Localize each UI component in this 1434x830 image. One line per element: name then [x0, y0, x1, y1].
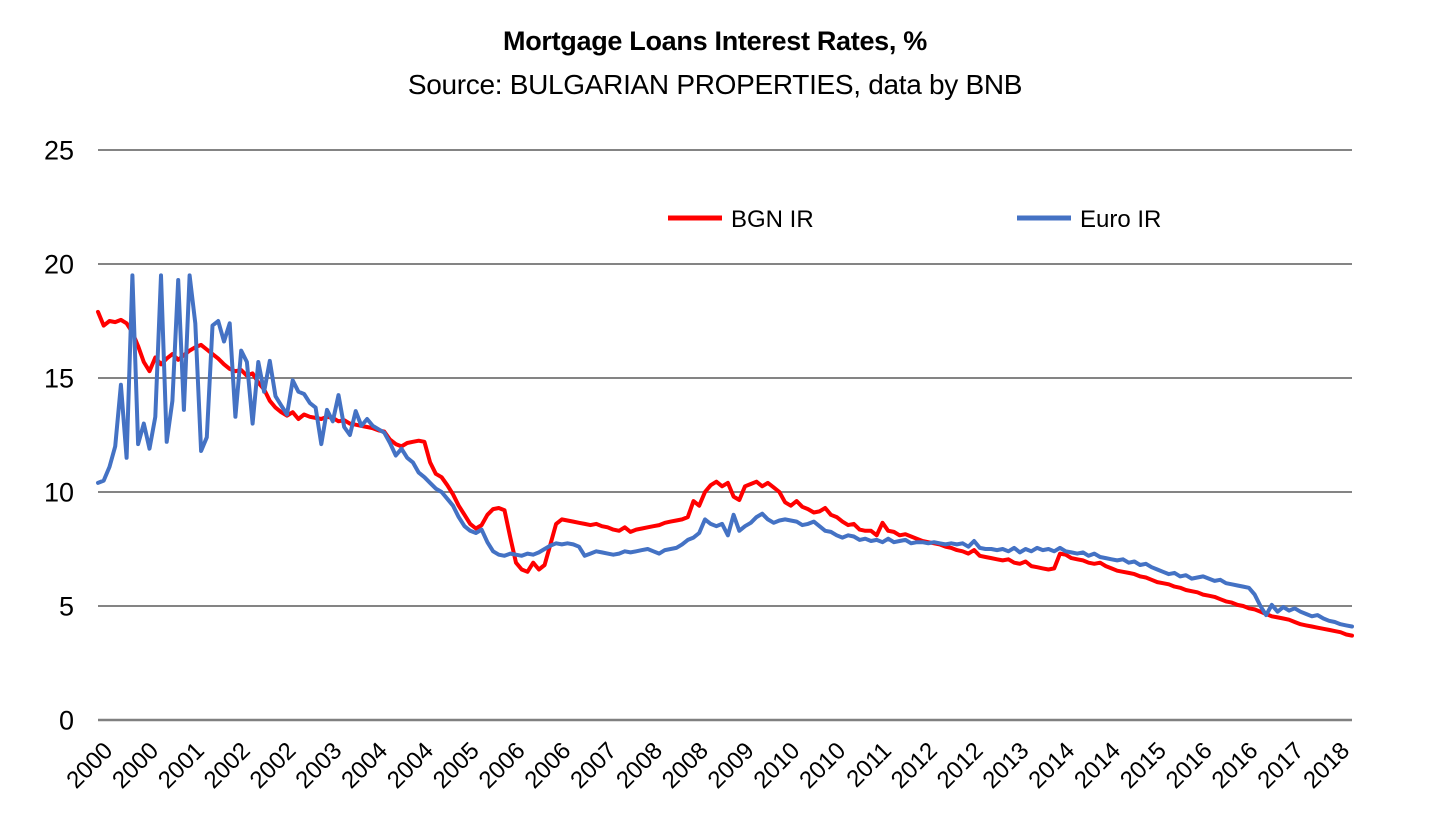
x-tick-label: 2011 [841, 737, 897, 793]
x-tick-label: 2002 [245, 737, 302, 794]
x-axis-labels: 2000200020012002200220032004200420052006… [61, 737, 1355, 794]
x-tick-label: 2017 [1252, 737, 1309, 794]
x-tick-label: 2007 [565, 737, 622, 794]
x-tick-label: 2012 [886, 737, 943, 794]
x-tick-label: 2001 [153, 737, 210, 794]
x-tick-label: 2018 [1298, 737, 1355, 794]
chart-legend: BGN IR Euro IR [668, 206, 1161, 233]
x-tick-label: 2012 [932, 737, 989, 794]
x-tick-label: 2010 [794, 737, 851, 794]
x-tick-label: 2000 [61, 737, 118, 794]
x-tick-label: 2004 [336, 737, 393, 794]
x-tick-label: 2003 [290, 737, 347, 794]
x-tick-label: 2009 [703, 737, 760, 794]
y-axis-labels: 0 5 10 15 20 25 [44, 136, 74, 736]
x-tick-label: 2008 [611, 737, 668, 794]
x-tick-label: 2010 [749, 737, 806, 794]
horizontal-gridlines [98, 149, 1352, 722]
bgn-ir-line [96, 309, 1354, 638]
x-tick-label: 2015 [1115, 737, 1172, 794]
y-tick-label: 0 [59, 706, 74, 736]
y-tick-label: 5 [59, 592, 74, 622]
x-tick-label: 2013 [978, 737, 1035, 794]
x-tick-label: 2014 [1023, 737, 1080, 794]
bgn-ir-legend-label: BGN IR [731, 206, 814, 233]
y-tick-label: 10 [44, 478, 74, 508]
chart-title: Mortgage Loans Interest Rates, % [503, 26, 927, 56]
x-tick-label: 2002 [199, 737, 256, 794]
x-tick-label: 2004 [382, 737, 439, 794]
x-tick-label: 2014 [1069, 737, 1126, 794]
x-tick-label: 2006 [519, 737, 576, 794]
x-tick-label: 2008 [657, 737, 714, 794]
x-tick-label: 2005 [428, 737, 485, 794]
y-tick-label: 20 [44, 250, 74, 280]
y-tick-label: 25 [44, 136, 74, 166]
x-tick-label: 2016 [1207, 737, 1264, 794]
y-tick-label: 15 [44, 364, 74, 394]
euro-ir-legend-label: Euro IR [1080, 206, 1161, 233]
x-tick-label: 2016 [1161, 737, 1218, 794]
euro-ir-line [96, 273, 1354, 629]
data-series-lines [96, 273, 1354, 638]
chart-subtitle: Source: BULGARIAN PROPERTIES, data by BN… [408, 69, 1022, 100]
x-tick-label: 2006 [474, 737, 531, 794]
x-tick-label: 2000 [107, 737, 164, 794]
